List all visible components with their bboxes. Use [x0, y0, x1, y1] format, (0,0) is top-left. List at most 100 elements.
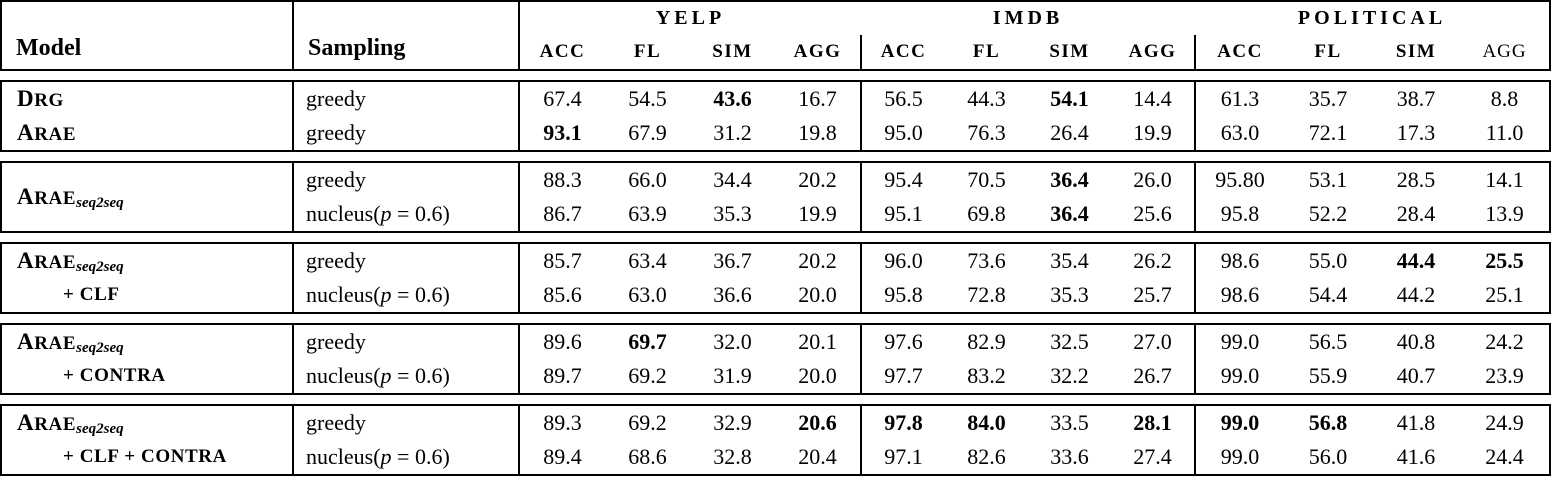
metric-value: 28.1	[1133, 410, 1172, 435]
metric-value: 17.3	[1396, 120, 1436, 145]
model-name-suffix: + CLF + CONTRA	[63, 446, 227, 467]
metric-value: 53.1	[1308, 167, 1348, 192]
model-subscript: seq2seq	[76, 259, 124, 275]
table-row: nucleus(p = 0.6) 86.7 63.9 35.3 19.9 95.…	[1, 197, 1550, 232]
metric-value: 26.4	[1050, 120, 1089, 145]
sampling-variable: p	[380, 444, 392, 469]
sampling-text: = 0.6)	[391, 363, 450, 388]
sampling-cell: greedy	[292, 162, 519, 197]
metric-value: 98.6	[1194, 243, 1285, 278]
metric-value: 32.5	[1050, 329, 1089, 354]
metric-value: 99.0	[1194, 440, 1285, 475]
metric-value: 41.6	[1396, 444, 1436, 469]
metric-value: 36.4	[1050, 167, 1089, 192]
metric-value: 44.4	[1396, 248, 1436, 273]
model-name-cell: ARAEseq2seq + CLF + CONTRA	[1, 405, 293, 475]
metric-header: FL	[972, 41, 1001, 62]
metric-value: 27.0	[1133, 329, 1172, 354]
metric-header: SIM	[1049, 41, 1090, 62]
metric-value: 95.0	[860, 116, 946, 151]
metric-value: 54.5	[628, 86, 667, 111]
block-separator	[1, 393, 1551, 406]
sampling-text: nucleus(	[306, 282, 381, 307]
metric-value: 40.8	[1396, 329, 1436, 354]
metric-value: 97.1	[860, 440, 946, 475]
metric-header: AGG	[1128, 41, 1177, 62]
metric-value: 55.0	[1308, 248, 1348, 273]
metric-header: ACC	[860, 35, 946, 70]
metric-value: 95.1	[860, 197, 946, 232]
metric-value: 76.3	[967, 120, 1006, 145]
metric-value: 44.3	[967, 86, 1006, 111]
metric-value: 25.5	[1485, 248, 1524, 273]
model-name: ARAE	[17, 184, 77, 209]
metric-value: 68.6	[628, 444, 667, 469]
metric-value: 35.4	[1050, 248, 1089, 273]
metric-value: 82.6	[967, 444, 1006, 469]
metric-value: 63.0	[628, 282, 667, 307]
metric-value: 36.6	[713, 282, 752, 307]
block-separator	[1, 312, 1551, 325]
metric-value: 19.9	[798, 201, 837, 226]
block-separator	[1, 69, 1551, 82]
metric-value: 97.8	[860, 405, 946, 440]
model-name-cell: DRG	[1, 81, 293, 116]
metric-value: 32.8	[713, 444, 752, 469]
metric-value: 56.8	[1308, 410, 1348, 435]
metric-value: 33.5	[1050, 410, 1089, 435]
metric-value: 89.7	[518, 359, 605, 394]
group-header-political: POLITICAL	[1297, 7, 1447, 29]
metric-header: FL	[1314, 41, 1342, 62]
model-column-header: Model	[16, 35, 82, 61]
metric-value: 67.4	[518, 81, 605, 116]
sampling-variable: p	[380, 282, 392, 307]
metric-value: 31.9	[713, 363, 752, 388]
sampling-cell: nucleus(p = 0.6)	[292, 278, 519, 313]
metric-value: 36.7	[713, 248, 752, 273]
metric-value: 63.0	[1194, 116, 1285, 151]
sampling-cell: nucleus(p = 0.6)	[292, 440, 519, 475]
model-subscript: seq2seq	[76, 421, 124, 437]
sampling-variable: p	[380, 201, 392, 226]
model-name-cell: ARAE	[1, 116, 293, 151]
metric-header: SIM	[1395, 41, 1437, 62]
metric-value: 99.0	[1194, 405, 1285, 440]
metric-value: 35.3	[1050, 282, 1089, 307]
metric-value: 63.4	[628, 248, 667, 273]
metric-value: 23.9	[1485, 363, 1524, 388]
sampling-cell: greedy	[292, 243, 519, 278]
metric-value: 89.6	[518, 324, 605, 359]
table-row: ARAE greedy 93.1 67.9 31.2 19.8 95.0 76.…	[1, 116, 1550, 151]
metric-value: 32.2	[1050, 363, 1089, 388]
metric-value: 14.1	[1485, 167, 1524, 192]
metric-value: 41.8	[1396, 410, 1436, 435]
model-name: ARAE	[17, 248, 77, 273]
metric-value: 26.7	[1133, 363, 1172, 388]
table-row: nucleus(p = 0.6) 89.4 68.6 32.8 20.4 97.…	[1, 440, 1550, 475]
sampling-text: nucleus(	[306, 201, 381, 226]
metric-value: 32.0	[713, 329, 752, 354]
metric-value: 55.9	[1308, 363, 1348, 388]
metric-value: 67.9	[628, 120, 667, 145]
metric-value: 25.1	[1485, 282, 1524, 307]
model-name: DRG	[17, 86, 64, 111]
sampling-variable: p	[380, 363, 392, 388]
model-name-suffix: + CLF	[63, 284, 120, 305]
metric-value: 24.9	[1485, 410, 1524, 435]
model-name-suffix: + CONTRA	[63, 365, 166, 386]
metric-value: 95.80	[1194, 162, 1285, 197]
metric-value: 89.4	[518, 440, 605, 475]
table-row: nucleus(p = 0.6) 85.6 63.0 36.6 20.0 95.…	[1, 278, 1550, 313]
metric-value: 20.1	[798, 329, 837, 354]
metric-value: 35.7	[1308, 86, 1348, 111]
header-row-metrics: ACC FL SIM AGG ACC FL SIM AGG ACC FL SIM…	[1, 35, 1550, 70]
table-row: ARAEseq2seq + CLF greedy 85.7 63.4 36.7 …	[1, 243, 1550, 305]
metric-value: 56.5	[860, 81, 946, 116]
metric-value: 33.6	[1050, 444, 1089, 469]
metric-header: SIM	[712, 41, 753, 62]
model-name-cell: ARAEseq2seq	[1, 162, 293, 232]
metric-value: 20.6	[798, 410, 837, 435]
sampling-cell: greedy	[292, 81, 519, 116]
metric-header: AGG	[793, 41, 842, 62]
